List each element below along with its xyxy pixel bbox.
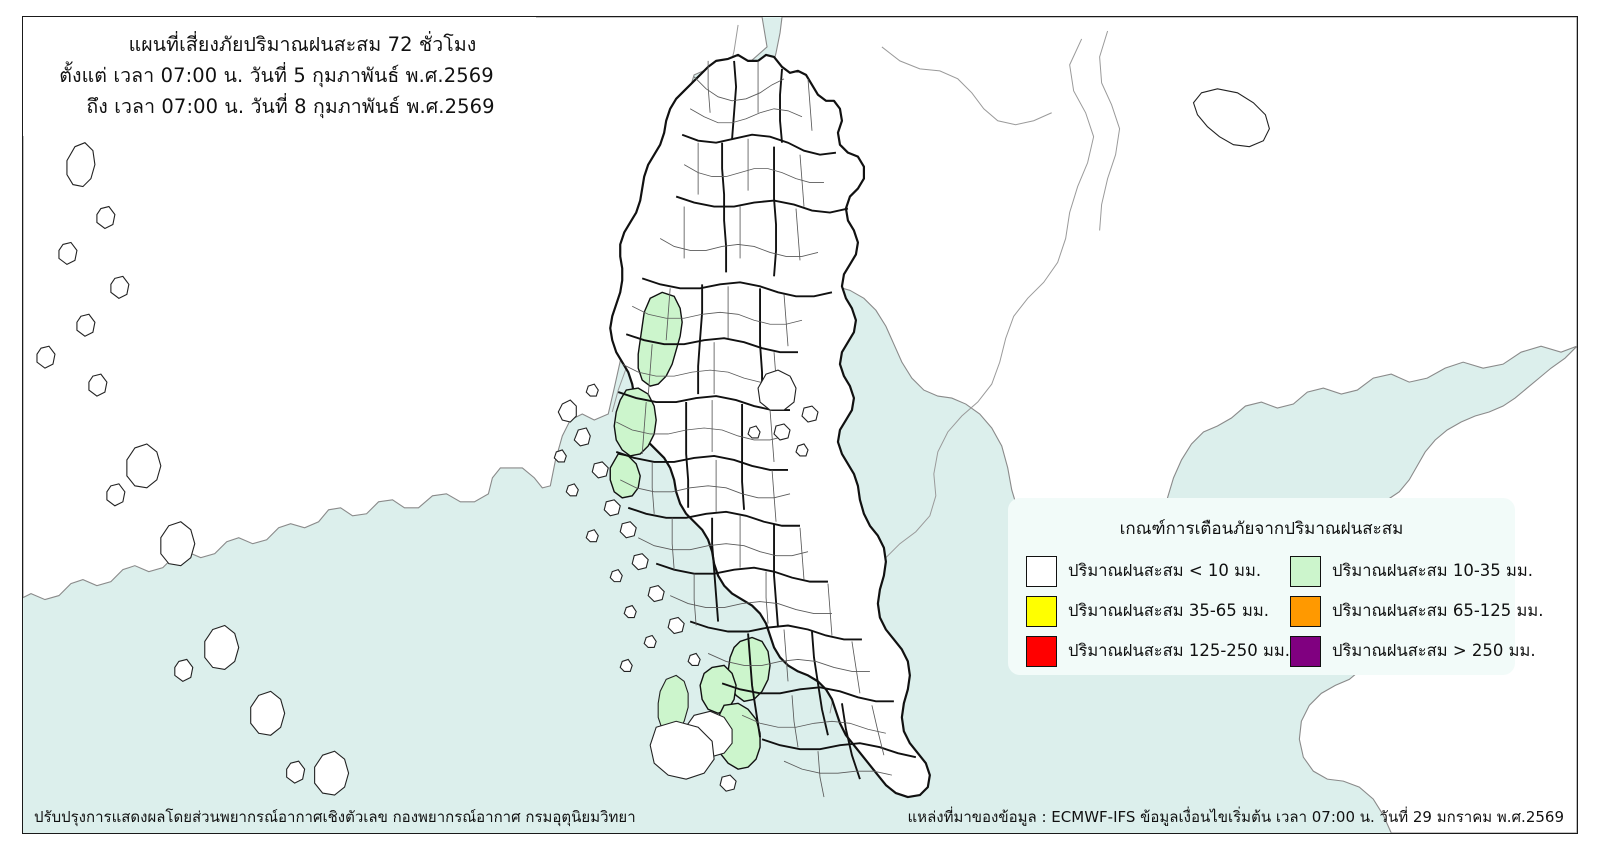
district-borders	[616, 60, 892, 798]
legend-item-10-35: ปริมาณฝนสะสม 10-35 มม.	[1290, 551, 1544, 591]
title-line-1: แผนที่เสี่ยงภัยปริมาณฝนสะสม 72 ชั่วโมง	[128, 33, 477, 56]
legend-grid: ปริมาณฝนสะสม < 10 มม. ปริมาณฝนสะสม 10-35…	[1008, 551, 1544, 671]
legend-item-gt250: ปริมาณฝนสะสม > 250 มม.	[1290, 631, 1544, 671]
legend-swatch-gt250	[1290, 635, 1321, 667]
river-branch	[1099, 30, 1121, 231]
legend-swatch-125-250	[1026, 635, 1057, 667]
islands-andaman	[553, 369, 819, 792]
map-frame: .sea { fill:#dcefec; } .land { fill:#fff…	[22, 16, 1578, 834]
border-line-laos	[881, 46, 1052, 126]
title-line-3: ถึง เวลา 07:00 น. วันที่ 8 กุมภาพันธ์ พ.…	[86, 95, 495, 118]
rainfall-risk-map: .sea { fill:#dcefec; } .land { fill:#fff…	[23, 17, 1577, 833]
island-northeast	[1192, 88, 1270, 148]
legend-label-lt10: ปริมาณฝนสะสม < 10 มม.	[1068, 561, 1262, 580]
footer-data-source: แหล่งที่มาของข้อมูล : ECMWF-IFS ข้อมูลเง…	[907, 808, 1564, 826]
legend-swatch-lt10	[1026, 555, 1057, 587]
legend-label-35-65: ปริมาณฝนสะสม 35-65 มม.	[1068, 601, 1270, 620]
legend-item-lt10: ปริมาณฝนสะสม < 10 มม.	[1026, 551, 1290, 591]
legend-label-65-125: ปริมาณฝนสะสม 65-125 มม.	[1332, 601, 1544, 620]
footer-credit: ปรับปรุงการแสดงผลโดยส่วนพยากรณ์อากาศเชิง…	[34, 808, 636, 826]
island-south-lanta	[649, 720, 715, 780]
legend-label-125-250: ปริมาณฝนสะสม 125-250 มม.	[1068, 641, 1291, 660]
legend-swatch-35-65	[1026, 595, 1057, 627]
legend-label-gt250: ปริมาณฝนสะสม > 250 มม.	[1332, 641, 1536, 660]
islands-west	[36, 142, 350, 796]
thailand-outline	[609, 53, 931, 799]
legend-swatch-65-125	[1290, 595, 1321, 627]
highlight-province-ranong	[637, 291, 683, 387]
legend-panel: เกณฑ์การเตือนภัยจากปริมาณฝนสะสม ปริมาณฝน…	[1008, 498, 1544, 675]
title-line-2: ตั้งแต่ เวลา 07:00 น. วันที่ 5 กุมภาพันธ…	[59, 64, 494, 87]
legend-item-35-65: ปริมาณฝนสะสม 35-65 มม.	[1026, 591, 1290, 631]
legend-label-10-35: ปริมาณฝนสะสม 10-35 มม.	[1332, 561, 1534, 580]
legend-item-125-250: ปริมาณฝนสะสม 125-250 มม.	[1026, 631, 1290, 671]
title-panel: แผนที่เสี่ยงภัยปริมาณฝนสะสม 72 ชั่วโมง ต…	[23, 17, 536, 136]
highlight-province-krabi	[609, 453, 641, 499]
province-borders	[615, 60, 917, 780]
legend-item-65-125: ปริมาณฝนสะสม 65-125 มม.	[1290, 591, 1544, 631]
legend-swatch-10-35	[1290, 555, 1321, 587]
legend-title: เกณฑ์การเตือนภัยจากปริมาณฝนสะสม	[1119, 519, 1404, 539]
